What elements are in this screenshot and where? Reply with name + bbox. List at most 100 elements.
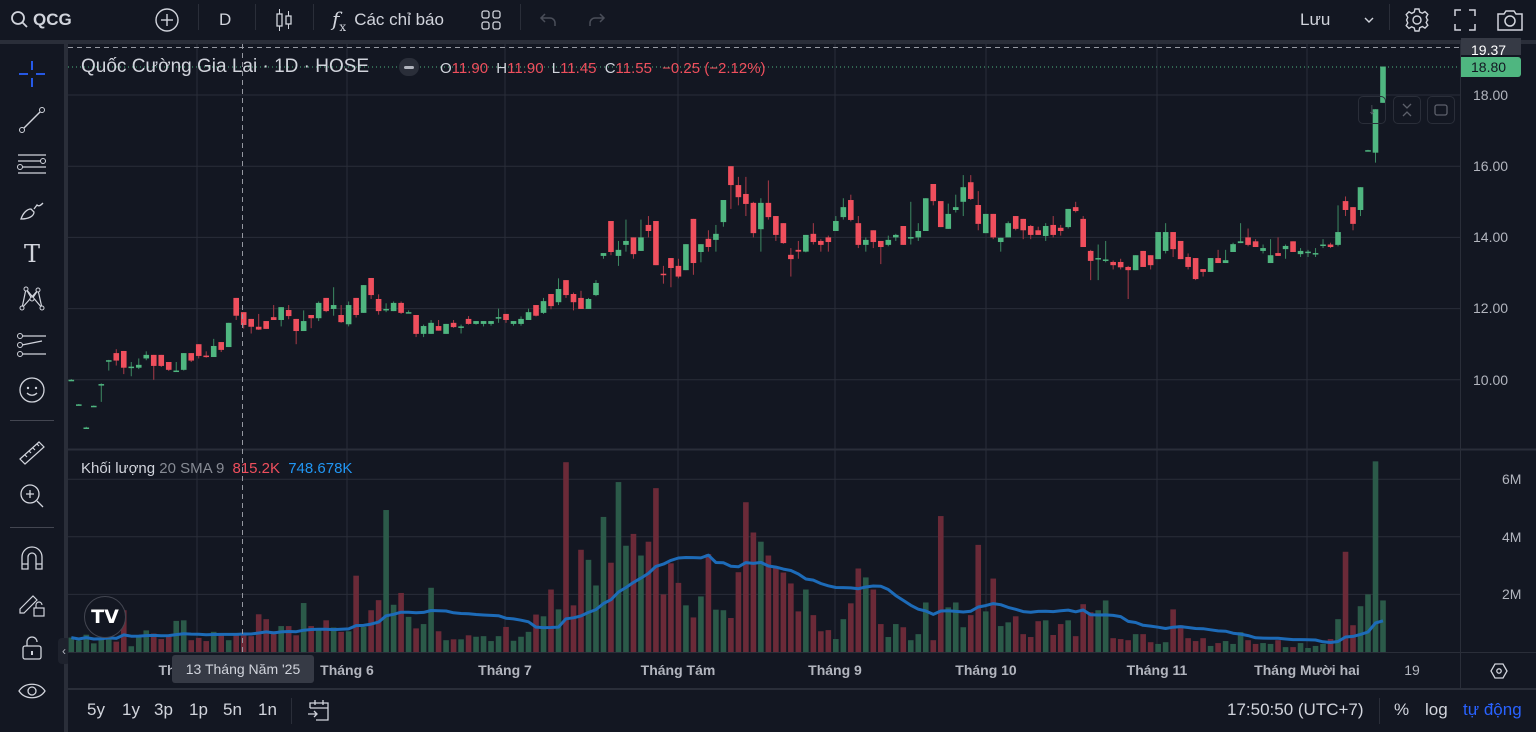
lock-all-tool[interactable] bbox=[14, 630, 50, 666]
volume-bar bbox=[1080, 604, 1086, 652]
candle-body bbox=[278, 307, 284, 320]
emoji-tool[interactable] bbox=[14, 372, 50, 408]
volume-bar bbox=[1102, 600, 1109, 652]
collapse-toolbar-button[interactable]: ‹ bbox=[58, 638, 70, 664]
indicators-label: Các chỉ báo bbox=[354, 10, 444, 29]
save-button[interactable]: Lưu bbox=[1300, 10, 1331, 29]
indicators-button[interactable]: fx Các chỉ báo bbox=[332, 3, 444, 37]
magnet-tool[interactable] bbox=[14, 540, 50, 576]
volume-bar bbox=[960, 627, 967, 652]
redo-button[interactable] bbox=[587, 3, 607, 37]
candle-body bbox=[788, 254, 794, 260]
text-icon: T bbox=[23, 240, 40, 268]
time-label: Tháng 6 bbox=[320, 662, 374, 678]
candle-body bbox=[758, 202, 764, 230]
candle-body bbox=[743, 193, 749, 204]
candle-body bbox=[690, 218, 697, 264]
volume-bar bbox=[540, 616, 547, 652]
tradingview-logo[interactable]: TV bbox=[84, 596, 126, 638]
candle-body bbox=[803, 234, 809, 252]
candle-body bbox=[413, 315, 419, 334]
volume-bar bbox=[98, 637, 105, 652]
candle-body bbox=[1252, 241, 1259, 248]
volume-bar bbox=[488, 641, 494, 652]
range-5d-button[interactable]: 5n bbox=[223, 700, 242, 719]
redo-icon bbox=[589, 13, 606, 26]
volume-bar bbox=[578, 549, 584, 652]
candle-body bbox=[1357, 187, 1364, 210]
chart-container[interactable]: Quốc Cường Gia Lai · 1D · HOSE O11.90 H1… bbox=[68, 38, 1536, 688]
maximize-pane-button[interactable] bbox=[1427, 96, 1455, 124]
volume-bar bbox=[818, 631, 824, 652]
lock-drawings-tool[interactable] bbox=[14, 586, 50, 622]
projection-tool[interactable] bbox=[14, 327, 50, 363]
volume-bar bbox=[803, 589, 809, 652]
hide-drawings-tool[interactable] bbox=[14, 674, 50, 710]
candle-body bbox=[300, 321, 307, 332]
collapse-pane-button[interactable] bbox=[1393, 96, 1421, 124]
volume-bar bbox=[165, 634, 172, 652]
volume-bar bbox=[1042, 620, 1049, 652]
compare-symbol-button[interactable] bbox=[154, 3, 180, 37]
volume-bar bbox=[1297, 643, 1304, 652]
layouts-button[interactable] bbox=[480, 3, 502, 37]
candle-body bbox=[1185, 256, 1191, 267]
range-1d-button[interactable]: 1n bbox=[258, 700, 277, 719]
candle-body bbox=[735, 185, 742, 198]
pattern-tool[interactable] bbox=[14, 281, 50, 317]
go-to-date-button[interactable] bbox=[306, 698, 332, 729]
volume-bar bbox=[345, 631, 352, 652]
collapse-legend-button[interactable] bbox=[399, 58, 419, 76]
volume-bar bbox=[143, 630, 150, 652]
candle-body bbox=[435, 326, 442, 331]
brush-tool[interactable] bbox=[14, 192, 50, 228]
candle-body bbox=[810, 233, 817, 243]
candle-body bbox=[818, 240, 824, 245]
log-scale-toggle[interactable]: log bbox=[1425, 700, 1448, 719]
close-label: C bbox=[604, 60, 616, 77]
candle-body bbox=[330, 305, 337, 309]
trend-line-tool[interactable] bbox=[14, 102, 50, 138]
symbol-search-button[interactable]: QCG bbox=[10, 3, 72, 37]
volume-bar bbox=[1215, 643, 1221, 652]
volume-ma-value: 748.678K bbox=[288, 460, 353, 477]
divider bbox=[198, 4, 199, 30]
text-tool[interactable]: T bbox=[14, 236, 50, 272]
axis-settings-button[interactable] bbox=[1486, 658, 1512, 684]
settings-button[interactable] bbox=[1404, 3, 1430, 37]
volume-bar bbox=[1260, 643, 1266, 652]
volume-bar bbox=[293, 635, 299, 652]
percent-scale-toggle[interactable]: % bbox=[1394, 700, 1410, 719]
save-menu-button[interactable] bbox=[1362, 3, 1376, 37]
fib-retracement-tool[interactable] bbox=[14, 146, 50, 182]
candle-body bbox=[1200, 269, 1206, 272]
range-5y-button[interactable]: 5y bbox=[87, 700, 105, 719]
range-1m-button[interactable]: 1p bbox=[189, 700, 208, 719]
fullscreen-button[interactable] bbox=[1453, 3, 1477, 37]
volume-bar bbox=[1192, 641, 1199, 652]
crosshair-tool[interactable] bbox=[14, 56, 50, 92]
chart-canvas[interactable] bbox=[68, 44, 1536, 688]
volume-bar bbox=[1237, 632, 1244, 652]
grid-icon bbox=[481, 10, 501, 30]
interval-button[interactable]: D bbox=[219, 10, 232, 29]
candle-body bbox=[713, 233, 719, 240]
candle-body bbox=[1140, 250, 1146, 267]
candle-body bbox=[1342, 201, 1349, 210]
scroll-down-button[interactable]: ↓ bbox=[1358, 96, 1386, 124]
last-price-label: 18.80 bbox=[1461, 57, 1521, 77]
measure-tool[interactable] bbox=[14, 434, 50, 470]
auto-scale-toggle[interactable]: tự động bbox=[1463, 700, 1522, 719]
range-3m-button[interactable]: 3p bbox=[154, 700, 173, 719]
candle-body bbox=[563, 280, 569, 296]
range-1y-button[interactable]: 1y bbox=[122, 700, 140, 719]
candle-body bbox=[248, 318, 254, 327]
screenshot-button[interactable] bbox=[1496, 3, 1524, 37]
candle-body bbox=[975, 205, 982, 224]
undo-button[interactable] bbox=[538, 3, 558, 37]
candle-body bbox=[150, 354, 157, 366]
clock-timezone[interactable]: 17:50:50 (UTC+7) bbox=[1227, 700, 1364, 719]
zoom-in-tool[interactable] bbox=[14, 478, 50, 514]
candle-body bbox=[1297, 250, 1304, 255]
chart-type-button[interactable] bbox=[274, 3, 294, 37]
